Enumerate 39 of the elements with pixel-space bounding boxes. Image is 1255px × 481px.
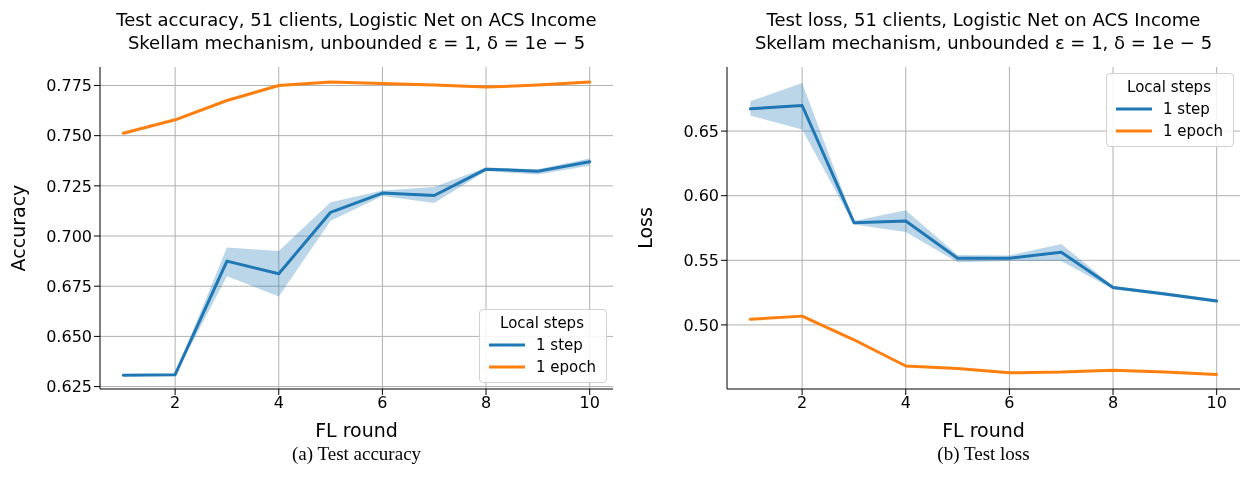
x-tick-label: 4	[900, 393, 911, 413]
legend-label: 1 step	[536, 335, 583, 356]
y-tick-label: 0.65	[683, 121, 719, 141]
x-axis-title: FL round	[315, 419, 398, 441]
y-tick-label: 0.700	[46, 226, 92, 246]
text: (a) Test accuracy	[290, 443, 423, 465]
x-tick-label: 2	[797, 393, 808, 413]
x-tick-label: 10	[1206, 393, 1227, 413]
x-tick-label: 10	[579, 393, 600, 413]
x-tick-label: 8	[1107, 393, 1119, 413]
y-tick-label: 0.50	[683, 315, 719, 335]
legend-label: 1 epoch	[1163, 121, 1223, 142]
x-axis-title: FL round	[942, 419, 1025, 441]
y-tick-label: 0.650	[46, 327, 92, 347]
chart-subtitle: Skellam mechanism, unbounded ε = 1, δ = 1e − 5	[126, 31, 587, 54]
legend-label: 1 step	[1163, 99, 1210, 120]
chart-title: Test loss, 51 clients, Logistic Net on ACS Income	[765, 8, 1202, 31]
chart-subtitle: Skellam mechanism, unbounded ε = 1, δ = 1e − 5	[753, 31, 1214, 54]
line-series	[748, 314, 1219, 376]
text: (b) Test loss	[936, 443, 1031, 465]
legend-title: Local steps	[499, 314, 585, 332]
y-tick-label: 0.55	[683, 250, 719, 270]
y-axis-title: Accuracy	[6, 184, 29, 272]
legend-title: Local steps	[1126, 78, 1212, 96]
chart-title: Test accuracy, 51 clients, Logistic Net on ACS Income	[115, 8, 598, 31]
x-tick-label: 4	[273, 393, 284, 413]
x-tick-label: 6	[1004, 393, 1015, 413]
x-tick-label: 2	[170, 393, 181, 413]
y-tick-label: 0.750	[46, 126, 92, 146]
y-axis-title: Loss	[633, 207, 656, 249]
x-tick-label: 8	[480, 393, 492, 413]
y-tick-label: 0.775	[46, 76, 92, 96]
legend-label: 1 epoch	[536, 357, 596, 378]
y-tick-label: 0.60	[683, 186, 719, 206]
line-series	[121, 80, 592, 135]
y-tick-label: 0.725	[46, 176, 92, 196]
x-tick-label: 6	[377, 393, 388, 413]
y-tick-label: 0.675	[46, 276, 92, 296]
y-tick-label: 0.625	[46, 377, 92, 397]
